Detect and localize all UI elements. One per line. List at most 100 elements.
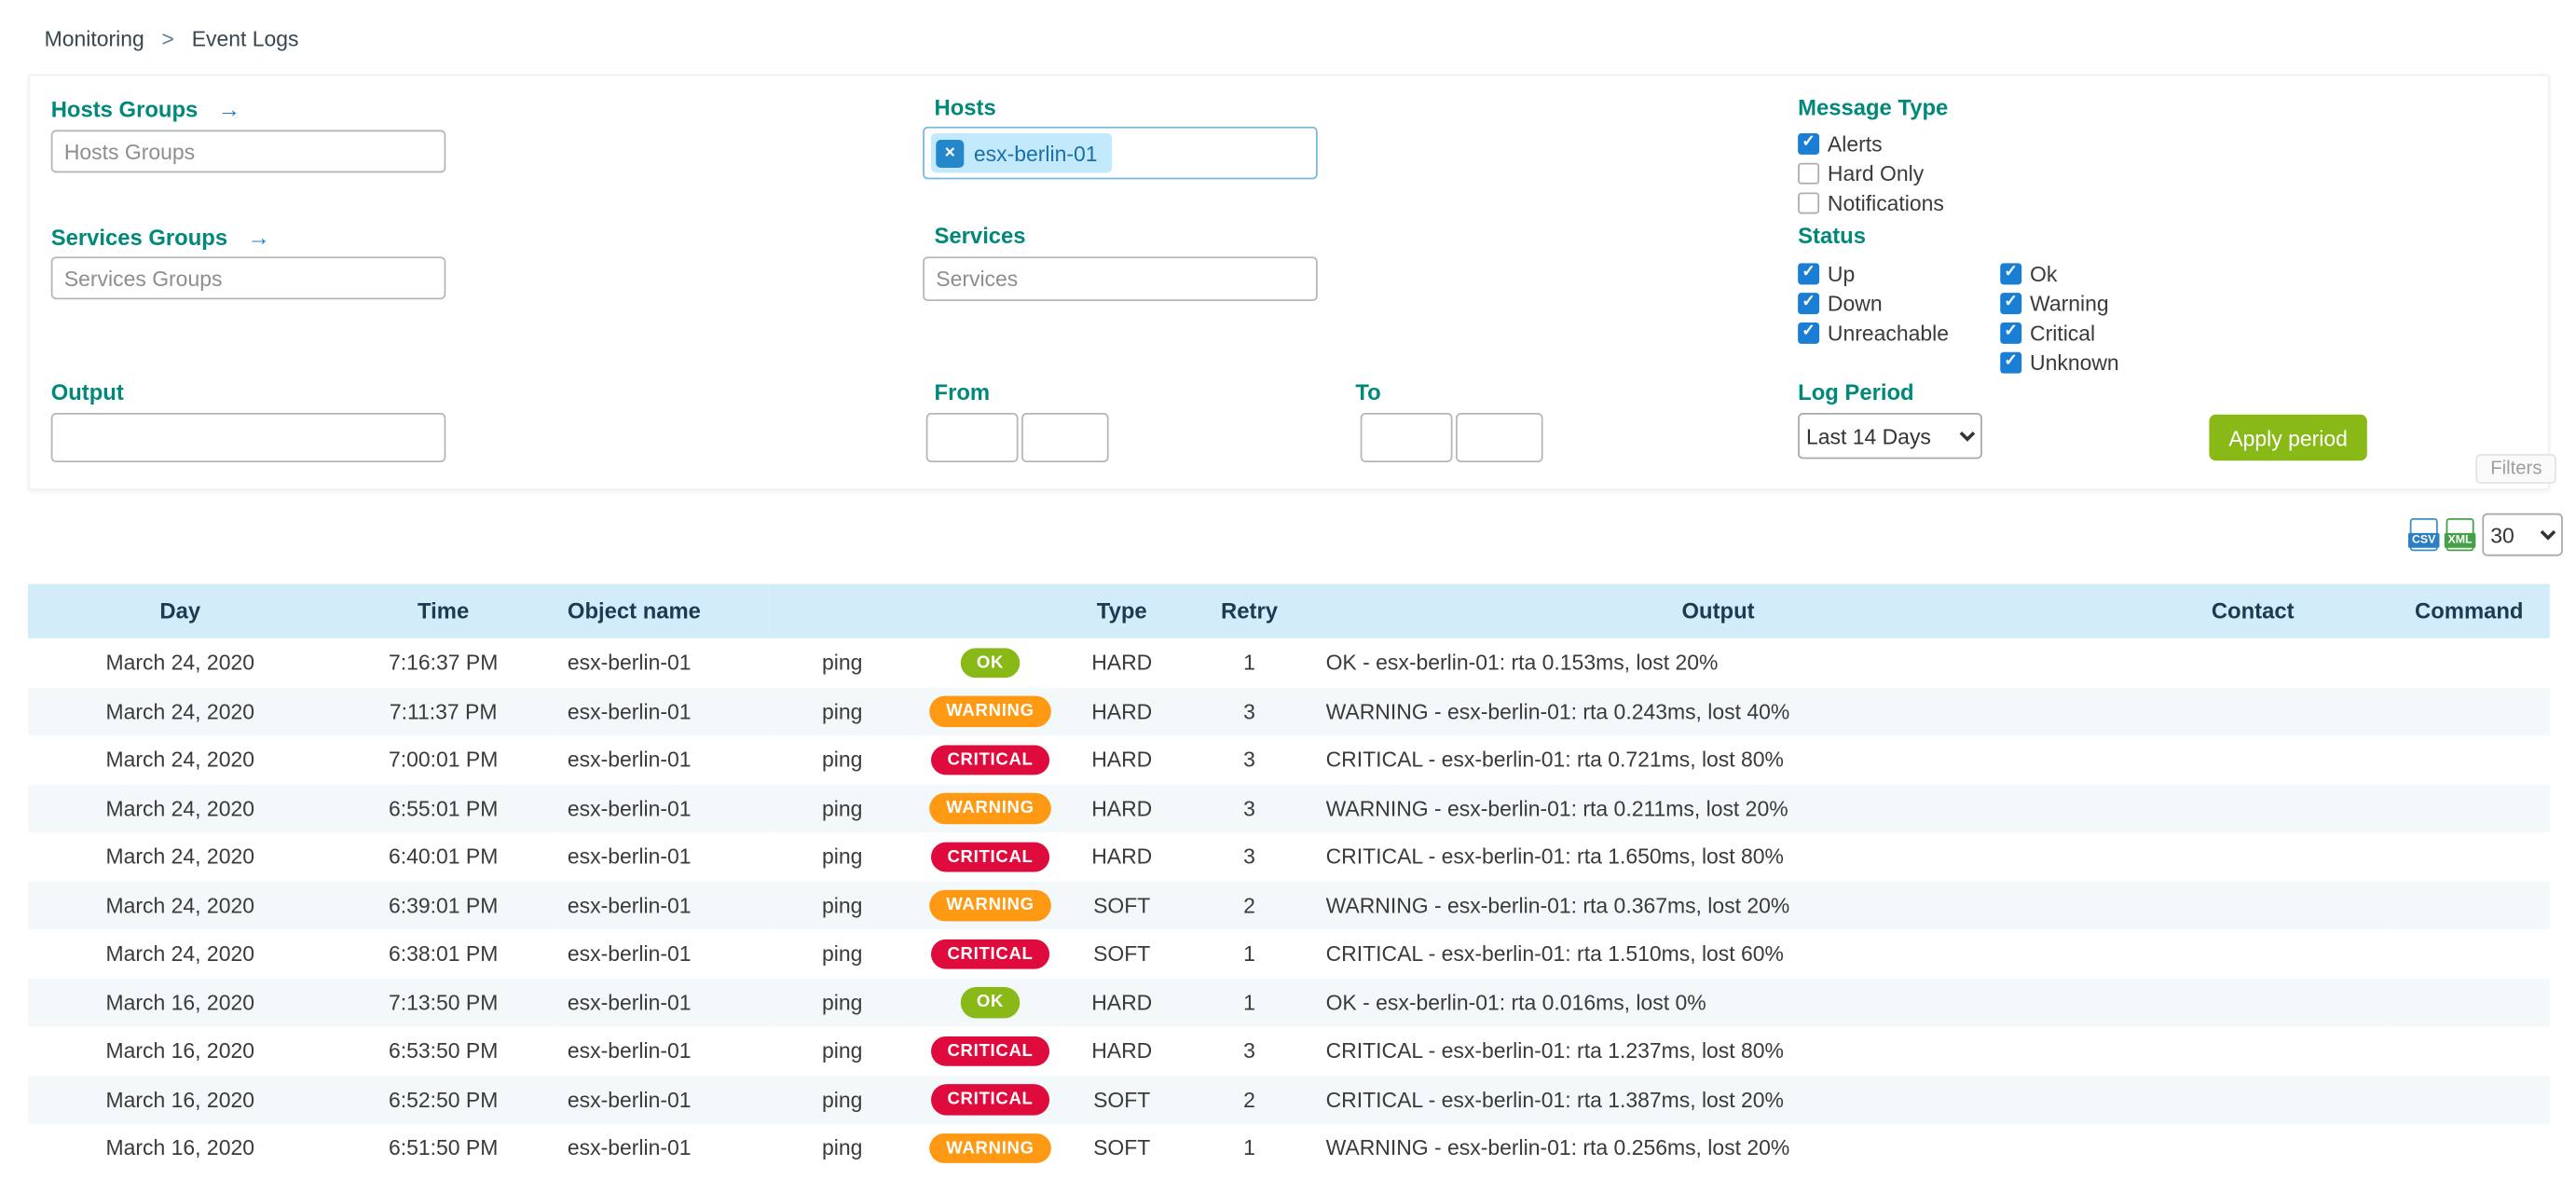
checkbox-unchecked-icon[interactable] <box>1798 191 1820 213</box>
cell-day: March 24, 2020 <box>105 844 254 870</box>
cell-command <box>2389 1123 2550 1172</box>
cell-day: March 24, 2020 <box>105 892 254 918</box>
cell-object: esx-berlin-01 <box>567 650 692 676</box>
cell-retry: 3 <box>1243 747 1255 773</box>
cell-contact <box>2117 735 2389 784</box>
cell-output: CRITICAL - esx-berlin-01: rta 1.510ms, l… <box>1325 941 1784 967</box>
checkbox-checked-icon[interactable] <box>2000 350 2022 373</box>
checkbox-hard-only[interactable]: Hard Only <box>1798 158 1944 187</box>
breadcrumb-item-monitoring[interactable]: Monitoring <box>44 26 144 51</box>
services-groups-input[interactable] <box>50 256 446 300</box>
cell-retry: 3 <box>1243 698 1255 724</box>
cell-output: WARNING - esx-berlin-01: rta 0.211ms, lo… <box>1325 795 1788 821</box>
column-header-type: Type <box>1063 583 1180 638</box>
csv-export-icon[interactable]: CSV <box>2407 517 2440 552</box>
cell-retry: 3 <box>1243 1038 1255 1063</box>
services-groups-label: Services Groups → <box>51 224 270 250</box>
status-checklist-host: Up Down Unreachable <box>1798 258 1949 347</box>
apply-period-button[interactable]: Apply period <box>2209 414 2367 461</box>
checkbox-unchecked-icon[interactable] <box>1798 161 1820 184</box>
cell-output: CRITICAL - esx-berlin-01: rta 1.650ms, l… <box>1325 844 1784 870</box>
cell-day: March 16, 2020 <box>105 1087 254 1112</box>
cell-day: March 24, 2020 <box>105 698 254 724</box>
checkbox-warning[interactable]: Warning <box>2000 288 2118 318</box>
checkbox-checked-icon[interactable] <box>1798 262 1820 284</box>
cell-command <box>2389 638 2550 687</box>
cell-command <box>2389 1075 2550 1123</box>
event-row: March 16, 2020 6:52:50 PM esx-berlin-01 pin… <box>28 1075 2550 1124</box>
services-groups-arrow-icon[interactable]: → <box>247 224 271 251</box>
event-table-body: March 24, 2020 7:16:37 PM esx-berlin-01 pin… <box>28 638 2550 1173</box>
cell-output: OK - esx-berlin-01: rta 0.016ms, lost 0% <box>1325 990 1706 1015</box>
cell-day: March 16, 2020 <box>105 1038 254 1063</box>
breadcrumb-separator: > <box>161 26 174 51</box>
cell-retry: 2 <box>1243 892 1255 918</box>
message-type-label: Message Type <box>1798 95 1949 120</box>
cell-status: WARNING <box>916 881 1064 929</box>
checkbox-checked-icon[interactable] <box>2000 262 2022 284</box>
checkbox-alerts[interactable]: Alerts <box>1798 129 1944 158</box>
checkbox-notifications[interactable]: Notifications <box>1798 187 1944 217</box>
checkbox-down[interactable]: Down <box>1798 288 1949 318</box>
checkbox-unknown[interactable]: Unknown <box>2000 347 2119 377</box>
xml-export-icon-label: XML <box>2444 532 2476 548</box>
checkbox-critical[interactable]: Critical <box>2000 318 2118 348</box>
cell-status: CRITICAL <box>916 832 1064 881</box>
checkbox-label: Unknown <box>2030 350 2119 375</box>
breadcrumb-item-event-logs[interactable]: Event Logs <box>191 26 299 51</box>
page-size-select[interactable]: 30 <box>2482 513 2563 556</box>
to-time-input[interactable] <box>1456 413 1543 462</box>
cell-status: CRITICAL <box>916 1026 1064 1075</box>
hosts-input[interactable]: × esx-berlin-01 <box>923 126 1318 180</box>
cell-retry: 1 <box>1243 650 1255 676</box>
cell-day: March 24, 2020 <box>105 747 254 773</box>
cell-object: esx-berlin-01 <box>567 892 692 918</box>
from-time-input[interactable] <box>1021 413 1109 462</box>
from-date-input[interactable] <box>925 413 1019 462</box>
cell-type: HARD <box>1091 698 1153 724</box>
cell-type: SOFT <box>1093 941 1151 967</box>
status-badge: CRITICAL <box>930 1036 1050 1066</box>
checkbox-up[interactable]: Up <box>1798 258 1949 288</box>
status-badge: WARNING <box>929 695 1051 727</box>
checkbox-label: Down <box>1827 290 1883 315</box>
output-input[interactable] <box>50 413 446 462</box>
cell-command <box>2389 832 2550 881</box>
cell-time: 7:00:01 PM <box>388 747 499 773</box>
cell-output: CRITICAL - esx-berlin-01: rta 0.721ms, l… <box>1325 747 1784 773</box>
filters-toggle[interactable]: Filters <box>2475 454 2557 484</box>
event-row: March 16, 2020 6:51:50 PM esx-berlin-01 pin… <box>28 1123 2550 1172</box>
status-badge: WARNING <box>929 792 1051 824</box>
checkbox-unreachable[interactable]: Unreachable <box>1798 318 1949 348</box>
event-row: March 24, 2020 7:16:37 PM esx-berlin-01 pin… <box>28 638 2550 687</box>
hosts-groups-input[interactable] <box>50 130 446 173</box>
xml-export-icon[interactable]: XML <box>2444 517 2476 552</box>
event-row: March 24, 2020 6:39:01 PM esx-berlin-01 pin… <box>28 881 2550 930</box>
hosts-groups-label: Hosts Groups → <box>51 95 240 121</box>
cell-time: 6:55:01 PM <box>388 795 499 821</box>
checkbox-checked-icon[interactable] <box>1798 292 1820 314</box>
cell-retry: 3 <box>1243 795 1255 821</box>
cell-contact <box>2117 1026 2389 1075</box>
checkbox-checked-icon[interactable] <box>2000 322 2022 344</box>
checkbox-checked-icon[interactable] <box>1798 322 1820 344</box>
checkbox-checked-icon[interactable] <box>2000 292 2022 314</box>
column-header-blank-4 <box>916 583 1064 638</box>
cell-contact <box>2117 784 2389 832</box>
checkbox-checked-icon[interactable] <box>1798 132 1820 155</box>
cell-type: HARD <box>1091 844 1153 870</box>
cell-type: HARD <box>1091 795 1153 821</box>
checkbox-ok[interactable]: Ok <box>2000 258 2118 288</box>
hosts-groups-arrow-icon[interactable]: → <box>217 95 241 122</box>
message-type-checklist: Alerts Hard Only Notifications <box>1798 129 1944 217</box>
chip-remove-button[interactable]: × <box>936 139 965 168</box>
cell-object: esx-berlin-01 <box>567 1087 692 1112</box>
status-badge: WARNING <box>929 889 1051 921</box>
services-input[interactable] <box>923 256 1318 301</box>
log-period-select[interactable]: Last 14 Days <box>1798 413 1982 460</box>
to-date-input[interactable] <box>1360 413 1453 462</box>
cell-retry: 2 <box>1243 1087 1255 1112</box>
cell-contact <box>2117 1123 2389 1172</box>
cell-day: March 24, 2020 <box>105 941 254 967</box>
cell-retry: 3 <box>1243 844 1255 870</box>
